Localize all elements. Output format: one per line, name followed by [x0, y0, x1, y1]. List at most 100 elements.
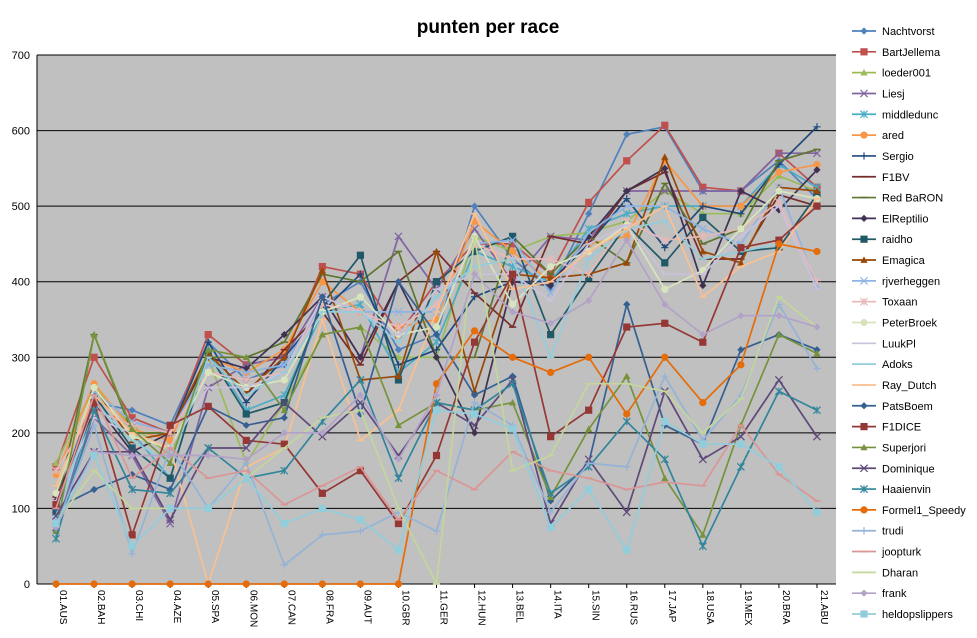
x-tick-label: 17.JAP: [666, 590, 677, 623]
data-point: [280, 414, 288, 422]
data-point: [280, 353, 288, 361]
data-point: [128, 580, 136, 588]
data-point: [699, 281, 707, 290]
chart-title: punten per race: [417, 17, 560, 38]
data-point: [432, 323, 441, 331]
legend-marker: [860, 131, 868, 139]
data-point: [622, 209, 631, 218]
data-point: [585, 274, 593, 282]
legend-label: Haaienvin: [882, 484, 931, 496]
data-point: [280, 519, 288, 528]
data-point: [394, 278, 403, 286]
legend-marker: [860, 235, 868, 243]
data-point: [394, 372, 403, 380]
data-point: [737, 440, 745, 448]
legend-marker: [860, 402, 868, 410]
data-point: [699, 338, 707, 346]
data-point: [356, 251, 365, 259]
data-point: [128, 425, 136, 432]
data-point: [242, 436, 250, 445]
data-point: [128, 406, 136, 414]
data-point: [736, 462, 745, 471]
x-tick-label: 16.RUS: [628, 590, 639, 625]
data-point: [432, 406, 441, 414]
data-point: [166, 489, 175, 498]
data-point: [356, 293, 365, 301]
data-point: [698, 455, 707, 464]
data-point: [661, 474, 669, 482]
data-point: [812, 406, 822, 415]
data-point: [318, 432, 327, 441]
data-point: [547, 331, 555, 339]
data-point: [204, 368, 212, 376]
data-point: [166, 580, 174, 588]
data-point: [90, 406, 99, 415]
data-point: [52, 580, 60, 588]
data-point: [318, 263, 326, 271]
data-point: [318, 504, 326, 513]
data-point: [623, 546, 631, 554]
data-point: [585, 485, 593, 494]
data-point: [394, 307, 403, 316]
data-point: [775, 187, 783, 195]
legend-label: Liesj: [882, 88, 905, 100]
data-point: [813, 187, 821, 194]
data-point: [547, 508, 555, 516]
data-point: [394, 421, 403, 429]
x-tick-label: 15.SIN: [590, 590, 601, 621]
data-point: [356, 527, 365, 535]
x-tick-label: 04.AZE: [171, 590, 182, 624]
data-point: [356, 516, 365, 524]
data-point: [699, 183, 707, 191]
legend-marker: [860, 506, 868, 514]
x-tick-label: 10.GBR: [399, 590, 410, 626]
y-tick-label: 100: [12, 503, 30, 515]
legend-label: ElReptilio: [882, 213, 928, 225]
x-tick-label: 07.CAN: [285, 590, 296, 625]
data-point: [508, 372, 517, 380]
data-point: [280, 406, 288, 414]
legend-label: F1BV: [882, 172, 910, 184]
data-point: [775, 168, 783, 176]
legend-label: Red BaRON: [882, 193, 943, 205]
legend-item: trudi: [852, 526, 903, 538]
series-heldopslippers: [52, 406, 821, 554]
data-point: [318, 429, 326, 437]
legend-label: heldopslippers: [882, 609, 953, 621]
legend-marker: [860, 610, 868, 618]
legend-item: PatsBoem: [852, 401, 933, 413]
data-point: [737, 225, 745, 233]
data-point: [813, 191, 821, 199]
data-point: [318, 531, 326, 539]
data-point: [128, 550, 136, 558]
data-point: [508, 236, 517, 245]
data-point: [318, 293, 326, 301]
legend-item: frank: [852, 588, 907, 600]
data-point: [508, 425, 517, 433]
legend-item: Adoks: [852, 359, 913, 371]
legend: Nachtvorst BartJellema loeder001 Liesj middl…: [852, 26, 966, 621]
data-point: [394, 323, 403, 332]
legend-item: Emagica: [852, 255, 926, 267]
legend-marker: [859, 297, 869, 306]
legend-label: Nachtvorst: [882, 26, 935, 38]
legend-marker: [859, 276, 869, 285]
data-point: [585, 353, 593, 361]
y-tick-label: 700: [12, 50, 30, 62]
data-point: [813, 346, 821, 354]
data-point: [90, 421, 98, 429]
legend-item: rjverheggen: [852, 276, 940, 288]
legend-item: Nachtvorst: [852, 26, 935, 38]
data-point: [166, 504, 174, 513]
data-point: [394, 519, 403, 528]
y-tick-label: 600: [12, 126, 30, 138]
data-point: [242, 455, 250, 463]
legend-marker: [859, 110, 869, 119]
legend-label: Formel1_Speedy: [882, 505, 966, 517]
data-point: [775, 244, 783, 252]
data-point: [775, 463, 783, 471]
legend-item: ared: [852, 130, 904, 142]
data-point: [128, 531, 136, 539]
x-tick-label: 06.MON: [247, 590, 258, 627]
legend-marker: [859, 464, 869, 473]
